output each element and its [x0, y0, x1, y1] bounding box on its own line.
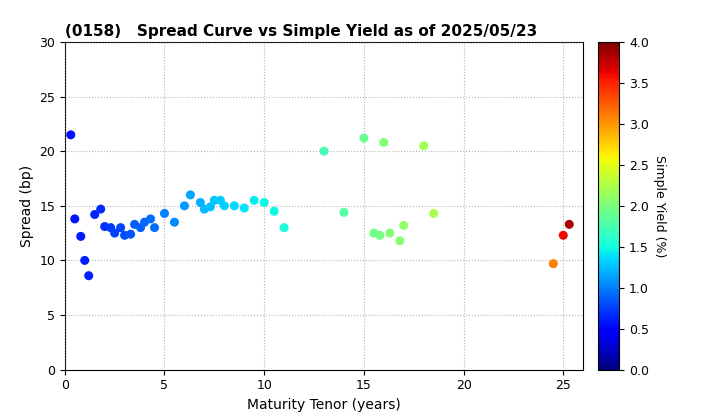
Point — [428, 210, 439, 217]
Point — [358, 135, 369, 142]
Point — [149, 224, 161, 231]
Point — [125, 231, 136, 238]
X-axis label: Maturity Tenor (years): Maturity Tenor (years) — [247, 398, 401, 412]
Point — [238, 205, 250, 211]
Point — [99, 223, 110, 230]
Point — [318, 148, 330, 155]
Point — [418, 142, 429, 149]
Point — [79, 257, 91, 264]
Point — [219, 202, 230, 209]
Point — [215, 197, 226, 204]
Point — [269, 208, 280, 215]
Point — [168, 219, 180, 226]
Point — [115, 224, 127, 231]
Text: (0158)   Spread Curve vs Simple Yield as of 2025/05/23: (0158) Spread Curve vs Simple Yield as o… — [65, 24, 537, 39]
Point — [83, 272, 94, 279]
Point — [557, 232, 569, 239]
Point — [228, 202, 240, 209]
Point — [65, 131, 76, 138]
Point — [129, 221, 140, 228]
Y-axis label: Spread (bp): Spread (bp) — [19, 165, 34, 247]
Point — [204, 204, 216, 210]
Point — [75, 233, 86, 240]
Point — [194, 199, 206, 206]
Point — [199, 206, 210, 213]
Point — [95, 206, 107, 213]
Point — [105, 224, 117, 231]
Point — [179, 202, 190, 209]
Point — [394, 237, 405, 244]
Point — [135, 224, 146, 231]
Point — [139, 219, 150, 226]
Point — [145, 215, 156, 222]
Point — [368, 230, 379, 236]
Point — [89, 211, 101, 218]
Point — [258, 199, 270, 206]
Point — [119, 232, 130, 239]
Point — [158, 210, 170, 217]
Point — [69, 215, 81, 222]
Point — [384, 230, 395, 236]
Point — [547, 260, 559, 267]
Point — [564, 221, 575, 228]
Point — [338, 209, 350, 216]
Y-axis label: Simple Yield (%): Simple Yield (%) — [652, 155, 665, 257]
Point — [378, 139, 390, 146]
Point — [398, 222, 410, 229]
Point — [209, 197, 220, 204]
Point — [109, 230, 120, 236]
Point — [279, 224, 290, 231]
Point — [374, 232, 386, 239]
Point — [184, 192, 196, 198]
Point — [248, 197, 260, 204]
